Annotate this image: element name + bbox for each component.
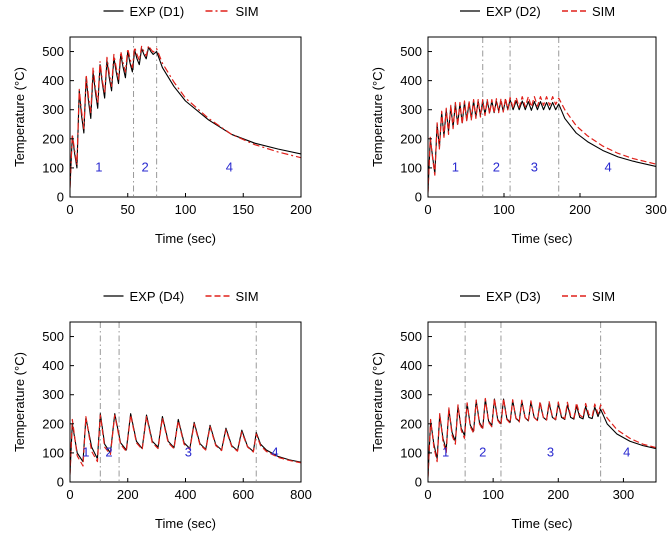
- y-tick-label: 500: [42, 329, 64, 344]
- x-tick-label: 0: [66, 202, 73, 217]
- series-group: [70, 45, 301, 189]
- phase-label: 2: [105, 444, 112, 459]
- y-axis-label: Temperature (°C): [370, 67, 385, 167]
- plot-frame: [69, 36, 302, 198]
- x-axis-label: Time (sec): [155, 516, 216, 531]
- legend-exp-label: EXP (D3): [486, 289, 541, 304]
- series-group: [428, 397, 656, 478]
- y-axis-label: Temperature (°C): [370, 352, 385, 452]
- y-tick-label: 400: [400, 73, 422, 88]
- y-tick-label: 200: [400, 131, 422, 146]
- y-tick-label: 200: [400, 416, 422, 431]
- x-tick-label: 0: [424, 487, 431, 502]
- phase-label: 4: [226, 159, 233, 174]
- y-tick-label: 500: [400, 329, 422, 344]
- series-line-sim: [70, 414, 301, 475]
- phase-label: 4: [623, 444, 630, 459]
- series-line-exp: [428, 99, 656, 192]
- x-tick-label: 100: [482, 487, 504, 502]
- x-tick-label: 100: [175, 202, 197, 217]
- phase-label: 3: [531, 159, 538, 174]
- legend: EXP (D4) SIM: [103, 289, 259, 304]
- x-tick-label: 150: [232, 202, 254, 217]
- x-tick-label: 0: [66, 487, 73, 502]
- x-axis-label: Time (sec): [512, 516, 573, 531]
- legend: EXP (D3) SIM: [460, 289, 615, 304]
- x-axis-label: Time (sec): [512, 231, 573, 246]
- y-tick-label: 400: [42, 358, 64, 373]
- chart-panel-d4: 0 200 400 600 800 0 100 200 300 400 500 1 2 3 4 Time (s…: [12, 289, 312, 531]
- chart-panel-d2: 0 100 200 300 0 100 200 300 400 500 1 2 3 4 Time (sec)…: [370, 4, 667, 246]
- x-tick-label: 400: [175, 487, 197, 502]
- y-tick-label: 100: [42, 160, 64, 175]
- y-tick-label: 100: [400, 160, 422, 175]
- phase-label: 4: [605, 159, 612, 174]
- y-tick-label: 0: [415, 190, 422, 205]
- phase-label: 2: [479, 444, 486, 459]
- x-tick-label: 100: [493, 202, 515, 217]
- y-tick-label: 400: [42, 73, 64, 88]
- plot-frame: [427, 36, 657, 198]
- y-tick-label: 0: [57, 475, 64, 490]
- phase-label: 1: [95, 159, 102, 174]
- y-tick-label: 100: [400, 445, 422, 460]
- legend-exp-label: EXP (D4): [130, 289, 185, 304]
- y-tick-label: 0: [57, 190, 64, 205]
- chart-panel-d3: 0 100 200 300 0 100 200 300 400 500 1 2 3 4 Time (sec)…: [370, 289, 657, 531]
- y-tick-label: 100: [42, 445, 64, 460]
- y-tick-label: 500: [42, 44, 64, 59]
- plot-frame: [427, 321, 657, 483]
- x-tick-label: 300: [613, 487, 635, 502]
- legend: EXP (D1) SIM: [103, 4, 259, 19]
- y-tick-label: 500: [400, 44, 422, 59]
- phase-label: 1: [442, 444, 449, 459]
- phase-label: 2: [141, 159, 148, 174]
- legend-sim-label: SIM: [592, 289, 615, 304]
- x-tick-label: 600: [232, 487, 254, 502]
- series-group: [428, 96, 656, 193]
- x-tick-label: 200: [569, 202, 591, 217]
- x-tick-label: 200: [117, 487, 139, 502]
- y-tick-label: 300: [42, 102, 64, 117]
- y-axis-label: Temperature (°C): [12, 67, 27, 167]
- series-line-sim: [428, 96, 656, 193]
- phase-label: 1: [82, 444, 89, 459]
- legend-exp-label: EXP (D2): [486, 4, 541, 19]
- legend-sim-label: SIM: [236, 4, 259, 19]
- y-tick-label: 300: [400, 387, 422, 402]
- phase-label: 4: [271, 444, 278, 459]
- legend: EXP (D2) SIM: [460, 4, 615, 19]
- phase-label: 3: [185, 444, 192, 459]
- y-tick-label: 400: [400, 358, 422, 373]
- y-axis-label: Temperature (°C): [12, 352, 27, 452]
- y-tick-label: 200: [42, 131, 64, 146]
- x-tick-label: 0: [424, 202, 431, 217]
- phase-label: 3: [547, 444, 554, 459]
- series-line-exp: [70, 46, 301, 187]
- phase-label: 1: [452, 159, 459, 174]
- series-line-exp: [428, 398, 656, 477]
- y-tick-label: 300: [42, 387, 64, 402]
- y-tick-label: 0: [415, 475, 422, 490]
- series-line-sim: [428, 397, 656, 478]
- series-line-sim: [70, 45, 301, 189]
- legend-exp-label: EXP (D1): [130, 4, 185, 19]
- legend-sim-label: SIM: [236, 289, 259, 304]
- phase-label: 2: [493, 159, 500, 174]
- series-group: [70, 413, 301, 475]
- x-tick-label: 200: [290, 202, 312, 217]
- y-tick-label: 200: [42, 416, 64, 431]
- legend-sim-label: SIM: [592, 4, 615, 19]
- x-tick-label: 200: [547, 487, 569, 502]
- x-tick-label: 800: [290, 487, 312, 502]
- y-tick-label: 300: [400, 102, 422, 117]
- chart-panel-d1: 0 50 100 150 200 0 100 200 300 400 500 1 2 4 Time (sec…: [12, 4, 312, 246]
- x-tick-label: 50: [121, 202, 135, 217]
- x-axis-label: Time (sec): [155, 231, 216, 246]
- x-tick-label: 300: [645, 202, 667, 217]
